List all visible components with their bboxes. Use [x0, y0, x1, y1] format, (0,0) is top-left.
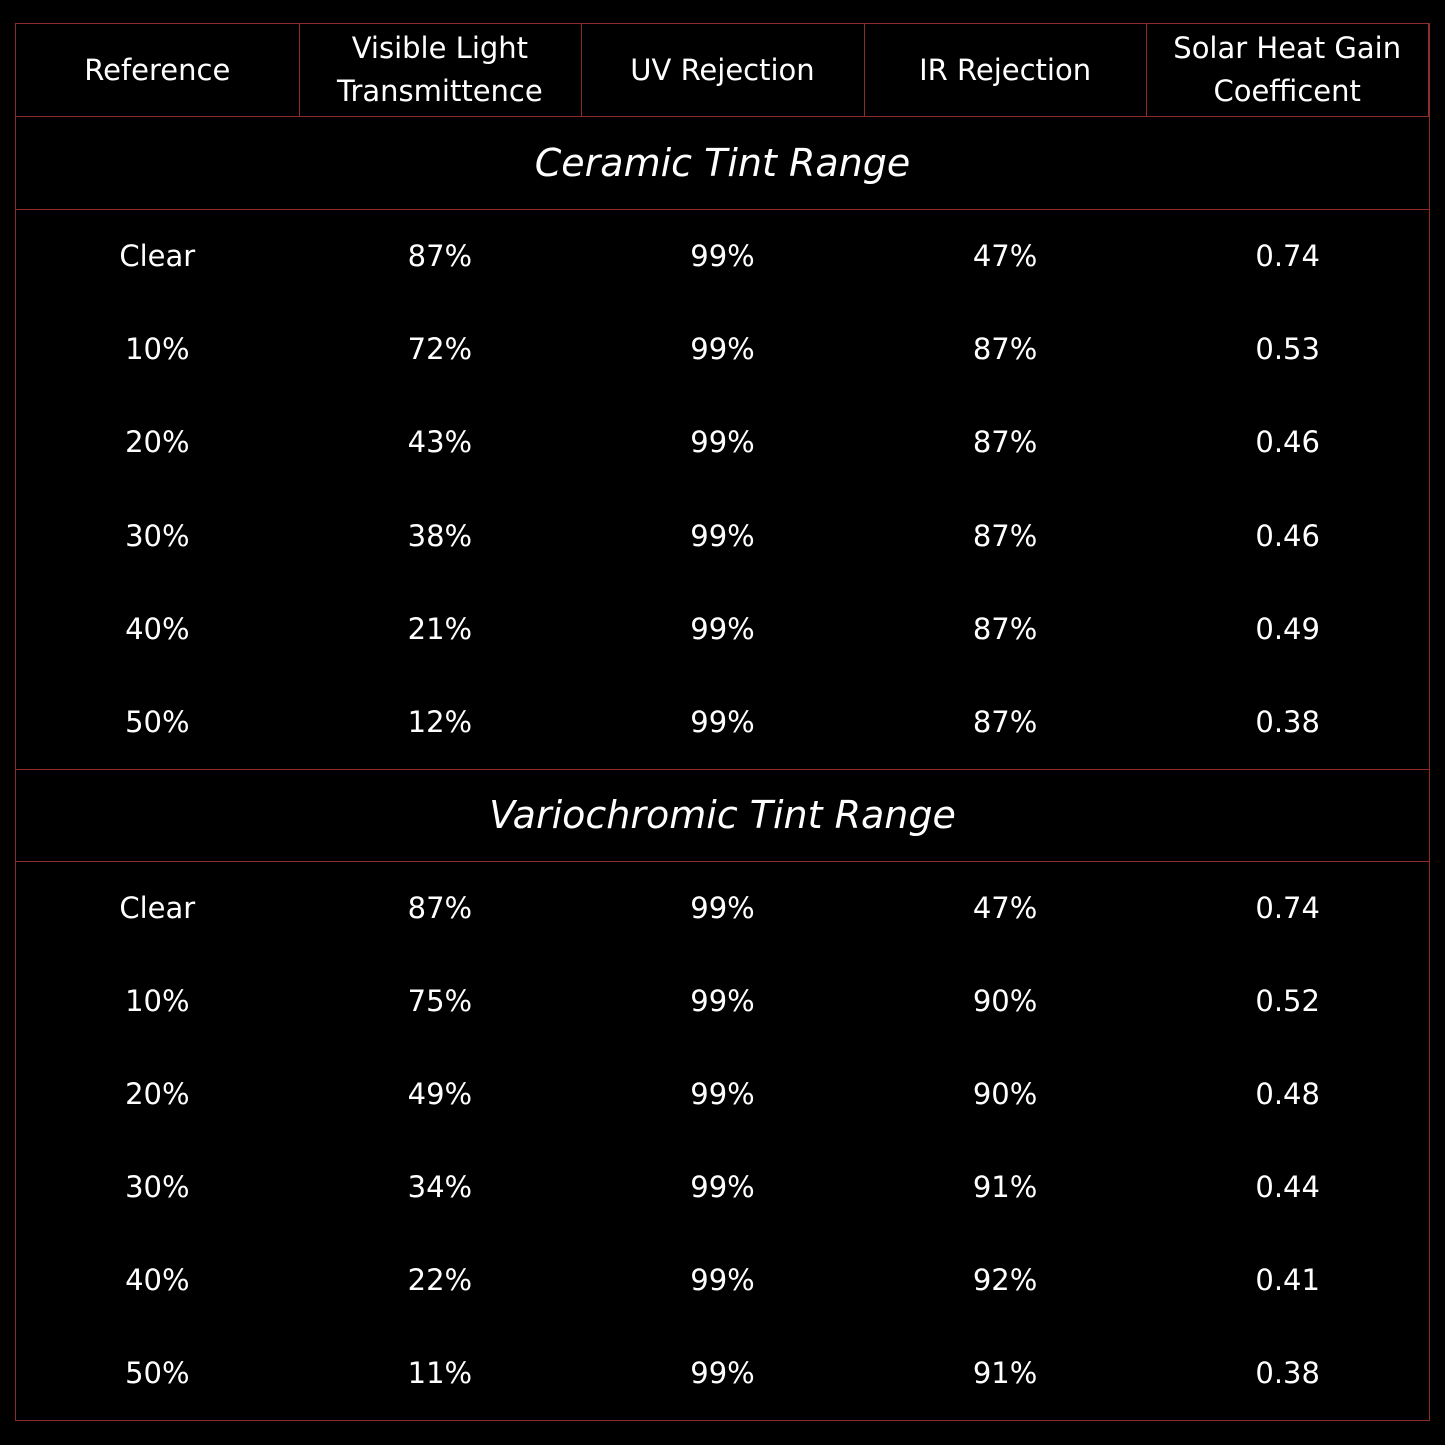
data-cell: 10%: [125, 332, 190, 367]
data-cell: 90%: [972, 1077, 1038, 1112]
data-cell: 87%: [407, 890, 473, 925]
spec-table: Reference Visible Light Transmittence UV R…: [15, 23, 1430, 1421]
data-cell: 21%: [407, 611, 473, 646]
data-cell: 0.52: [1255, 984, 1320, 1019]
data-cell: 20%: [125, 1077, 190, 1112]
data-cell: 49%: [407, 1077, 473, 1112]
data-cell: 87%: [972, 611, 1038, 646]
data-cell: 91%: [972, 1356, 1038, 1391]
data-cell: 87%: [972, 332, 1038, 367]
data-cell: 87%: [972, 518, 1038, 553]
data-cell: 10%: [125, 984, 190, 1019]
data-cell: 30%: [125, 1170, 190, 1205]
data-cell: 87%: [972, 425, 1038, 460]
data-cell: 99%: [690, 984, 755, 1019]
header-cell: IR Rejection: [863, 24, 1148, 118]
data-cell: 30%: [125, 518, 190, 553]
data-cell: 34%: [407, 1170, 473, 1205]
data-cell: 99%: [690, 611, 755, 646]
data-cell: 40%: [125, 611, 190, 646]
data-cell: 0.74: [1255, 239, 1320, 274]
data-cell: 99%: [690, 1263, 755, 1298]
header-cell: Solar Heat Gain Coefficent: [1146, 24, 1429, 118]
data-cell: 50%: [125, 1356, 190, 1391]
data-cell: Clear: [119, 890, 196, 925]
data-cell: 99%: [690, 890, 755, 925]
data-cell: 0.48: [1255, 1077, 1320, 1112]
data-cell: 0.46: [1255, 425, 1320, 460]
header-cell: Visible Light Transmittence: [298, 24, 583, 118]
data-cell: 99%: [690, 704, 755, 739]
data-cell: 99%: [690, 1356, 755, 1391]
data-cell: 50%: [125, 704, 190, 739]
data-cell: 87%: [972, 704, 1038, 739]
section-title: Ceramic Tint Range: [16, 117, 1429, 211]
data-cell: 99%: [690, 518, 755, 553]
data-cell: 40%: [125, 1263, 190, 1298]
data-cell: 99%: [690, 425, 755, 460]
data-cell: 0.74: [1255, 890, 1320, 925]
data-cell: 22%: [407, 1263, 473, 1298]
data-cell: 90%: [972, 984, 1038, 1019]
data-cell: 12%: [407, 704, 473, 739]
data-cell: 0.44: [1255, 1170, 1320, 1205]
data-cell: 99%: [690, 332, 755, 367]
data-cell: 0.41: [1255, 1263, 1320, 1298]
data-cell: 43%: [407, 425, 473, 460]
data-cell: 0.38: [1255, 1356, 1320, 1391]
data-cell: Clear: [119, 239, 196, 274]
data-cell: 91%: [972, 1170, 1038, 1205]
data-cell: 0.49: [1255, 611, 1320, 646]
data-cell: 20%: [125, 425, 190, 460]
data-cell: 75%: [407, 984, 473, 1019]
data-cell: 99%: [690, 1077, 755, 1112]
data-cell: 92%: [972, 1263, 1038, 1298]
data-cell: 47%: [972, 890, 1038, 925]
data-cell: 0.38: [1255, 704, 1320, 739]
data-cell: 0.46: [1255, 518, 1320, 553]
data-cell: 72%: [407, 332, 473, 367]
section-title: Variochromic Tint Range: [16, 768, 1429, 862]
header-cell: UV Rejection: [581, 24, 865, 118]
header-cell: Reference: [16, 24, 300, 118]
data-cell: 38%: [407, 518, 473, 553]
data-cell: 0.53: [1255, 332, 1320, 367]
data-cell: 99%: [690, 1170, 755, 1205]
data-cell: 11%: [407, 1356, 473, 1391]
data-cell: 87%: [407, 239, 473, 274]
data-cell: 99%: [690, 239, 755, 274]
data-cell: 47%: [972, 239, 1038, 274]
